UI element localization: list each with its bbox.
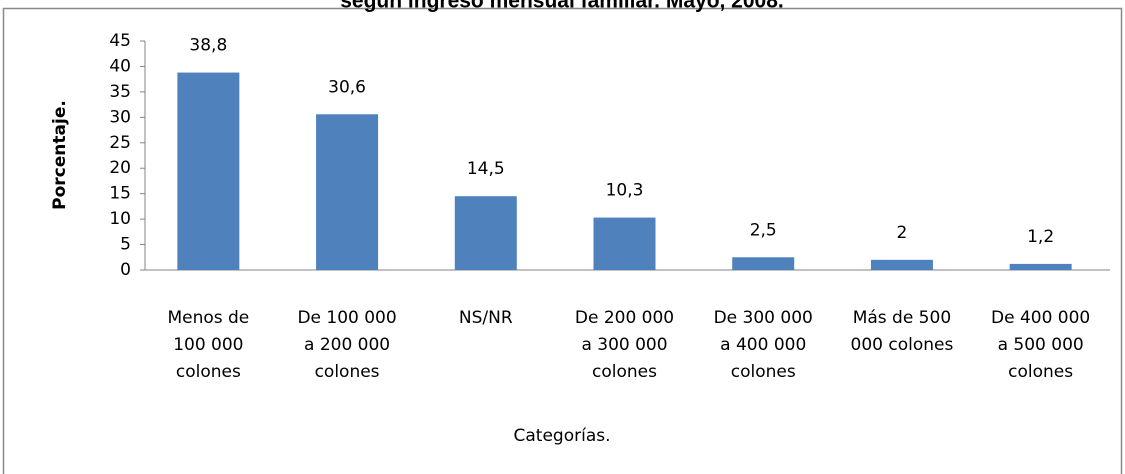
y-tick-label: 25 bbox=[109, 133, 131, 153]
chart-frame bbox=[2, 7, 1123, 474]
y-tick-label: 0 bbox=[120, 260, 131, 280]
data-label: 14,5 bbox=[467, 159, 505, 179]
x-tick-label: De 300 000 a 400 000 colones bbox=[714, 308, 813, 382]
bar bbox=[732, 257, 795, 270]
x-tick-label: Menos de 100 000 colones bbox=[167, 308, 249, 382]
data-label: 2 bbox=[897, 223, 908, 243]
x-tick-label: De 400 000 a 500 000 colones bbox=[991, 308, 1090, 382]
y-tick-label: 45 bbox=[109, 31, 131, 51]
bar bbox=[593, 217, 656, 270]
y-tick-label: 15 bbox=[109, 184, 131, 204]
y-tick-label: 20 bbox=[109, 158, 131, 178]
y-axis-title: Porcentaje. bbox=[50, 100, 70, 210]
y-tick-label: 5 bbox=[120, 235, 131, 255]
bar bbox=[454, 196, 517, 270]
data-label: 1,2 bbox=[1027, 227, 1054, 247]
bar bbox=[870, 259, 933, 270]
data-label: 38,8 bbox=[189, 36, 227, 56]
y-tick-label: 30 bbox=[109, 107, 131, 127]
data-label: 2,5 bbox=[750, 220, 777, 240]
x-tick-label: Más de 500 000 colones bbox=[851, 308, 954, 355]
x-tick-label: De 200 000 a 300 000 colones bbox=[575, 308, 674, 382]
y-tick-label: 35 bbox=[109, 82, 131, 102]
chart-title: según ingreso mensual familiar. Mayo, 20… bbox=[340, 0, 784, 13]
x-tick-label: NS/NR bbox=[459, 308, 513, 328]
bar bbox=[316, 114, 379, 270]
x-tick-label: De 100 000 a 200 000 colones bbox=[297, 308, 396, 382]
bar bbox=[1009, 263, 1072, 270]
data-label: 30,6 bbox=[328, 77, 366, 97]
x-axis-title: Categorías. bbox=[514, 426, 611, 446]
y-tick-label: 10 bbox=[109, 209, 131, 229]
bar bbox=[177, 72, 240, 270]
data-label: 10,3 bbox=[606, 181, 644, 201]
y-tick-label: 40 bbox=[109, 56, 131, 76]
